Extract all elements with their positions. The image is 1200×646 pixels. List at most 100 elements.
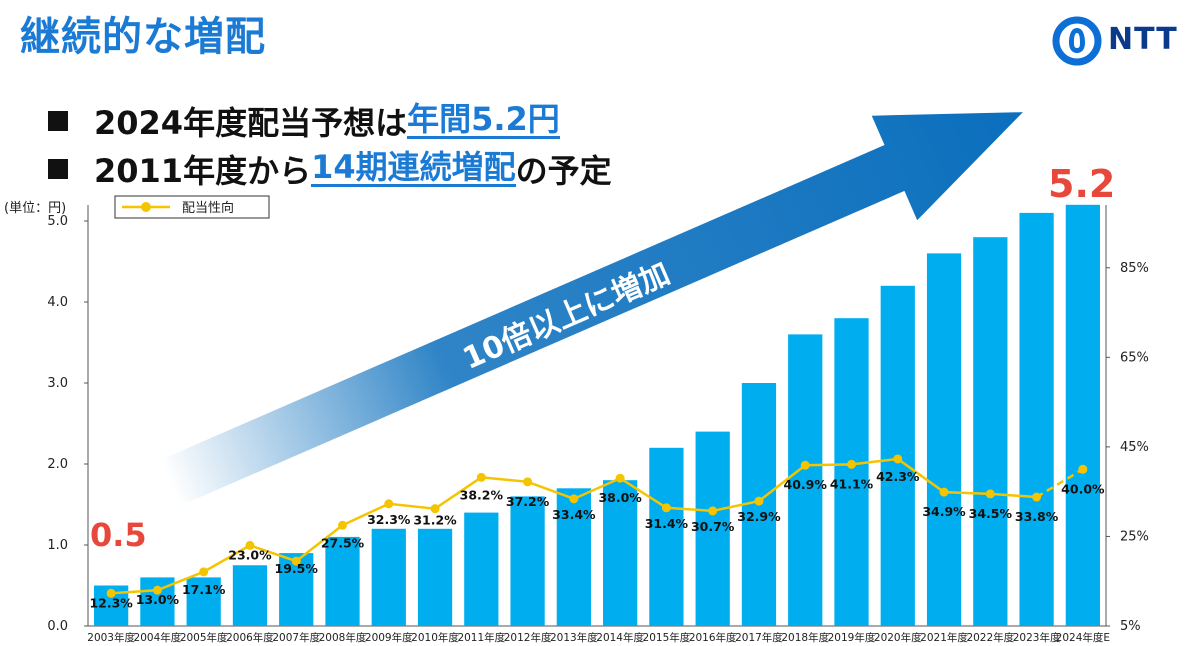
payout-ratio-label: 30.7% (691, 519, 735, 534)
legend-marker (141, 202, 151, 212)
x-tick-label: 2003年度 (87, 631, 135, 644)
x-tick-label: 2007年度 (272, 631, 320, 644)
payout-ratio-label: 42.3% (876, 469, 920, 484)
payout-ratio-point (106, 588, 116, 598)
bullet-prefix: 2011年度から (94, 152, 312, 190)
y-tick-label: 2.0 (47, 457, 68, 472)
payout-ratio-point (291, 556, 301, 566)
y-tick-label: 4.0 (47, 295, 68, 310)
dividend-bar (232, 565, 268, 626)
dividend-bar (834, 318, 869, 626)
dividend-bars (94, 204, 1100, 627)
payout-ratio-point (430, 504, 440, 514)
payout-ratio-point (754, 496, 764, 506)
y-tick-label: 1.0 (47, 538, 68, 553)
end-value-callout: 5.2 (1048, 162, 1115, 206)
payout-ratio-label: 33.8% (1015, 509, 1059, 524)
bullet-dividend-forecast: 2024年度配当予想は 年間5.2円 (48, 98, 560, 144)
dividend-bar (603, 480, 638, 626)
start-value-callout: 0.5 (90, 516, 147, 554)
y-tick-label: 0.0 (47, 619, 68, 634)
payout-ratio-label: 13.0% (136, 592, 180, 607)
payout-ratio-label: 33.4% (552, 507, 596, 522)
x-tick-label: 2011年度 (457, 631, 505, 644)
y-axis-unit-label: (単位：円) (4, 200, 66, 216)
bullet-highlight: 年間5.2円 (407, 99, 560, 140)
payout-ratio-labels: 12.3% 13.0%17.1% 23.0%19.5%27.5%32.3% 31.2%… (89, 469, 1105, 610)
x-tick-label: 2017年度 (735, 631, 783, 644)
payout-ratio-label: 12.3% (89, 595, 133, 610)
payout-ratio-label: 19.5% (275, 561, 319, 576)
payout-ratio-point (1078, 464, 1088, 474)
dividend-bar (788, 334, 823, 626)
x-tick-label: 2022年度 (966, 631, 1014, 644)
payout-ratio-label: 32.3% (367, 512, 411, 527)
payout-ratio-point (661, 503, 671, 513)
dividend-bar (464, 512, 499, 626)
bullet-prefix: 2024年度配当予想は (94, 104, 408, 142)
payout-ratio-point (800, 460, 810, 470)
x-tick-label: 2018年度 (781, 631, 829, 644)
left-axis-ticks: 0.0 1.0 2.0 3.0 4.0 5.0 (47, 214, 88, 634)
x-tick-label: 2014年度 (596, 631, 644, 644)
x-tick-label: 2005年度 (180, 631, 228, 644)
dividend-bar (510, 496, 545, 626)
y-tick-label: 3.0 (47, 376, 68, 391)
x-tick-label: 2006年度 (226, 631, 274, 644)
payout-ratio-label: 34.9% (922, 504, 966, 519)
ntt-logo-icon (1052, 16, 1102, 66)
ntt-logo: NTT (1052, 16, 1192, 68)
payout-ratio-point (152, 585, 162, 595)
x-tick-label: 2013年度 (550, 631, 598, 644)
payout-ratio-label: 41.1% (830, 476, 874, 491)
payout-ratio-label: 40.0% (1061, 481, 1105, 496)
legend: 配当性向 (114, 195, 270, 219)
payout-ratio-label: 27.5% (321, 535, 365, 550)
bullet-suffix: の予定 (515, 152, 612, 190)
dividend-bar (973, 237, 1008, 626)
dividend-bar (1065, 204, 1100, 627)
payout-ratio-point (384, 499, 394, 509)
payout-ratio-label: 38.0% (598, 490, 642, 505)
payout-ratio-label: 40.9% (784, 477, 828, 492)
x-tick-label: 2016年度 (689, 631, 737, 644)
payout-ratio-point (199, 567, 209, 577)
x-tick-label: 2010年度 (411, 631, 459, 644)
payout-ratio-point (476, 472, 486, 482)
payout-ratio-point (939, 487, 949, 497)
payout-ratio-label: 32.9% (737, 509, 781, 524)
x-tick-label: 2024年度E (1056, 631, 1110, 644)
payout-ratio-label: 23.0% (228, 547, 272, 562)
payout-ratio-point (338, 520, 347, 530)
legend-label: 配当性向 (182, 200, 234, 216)
dividend-bar (371, 528, 406, 626)
x-tick-label: 2012年度 (504, 631, 552, 644)
bullet-consecutive-increase: 2011年度から 14期連続増配 の予定 (48, 146, 612, 192)
ntt-logo-text: NTT (1108, 22, 1178, 57)
payout-ratio-point (523, 477, 533, 487)
payout-ratio-point (893, 454, 903, 464)
y2-tick-label: 25% (1120, 529, 1149, 544)
payout-ratio-point (847, 459, 856, 469)
payout-ratio-point (569, 494, 579, 504)
x-tick-label: 2008年度 (319, 631, 367, 644)
dividend-bar (926, 253, 962, 626)
x-tick-label: 2019年度 (828, 631, 876, 644)
x-tick-label: 2009年度 (365, 631, 413, 644)
y-tick-label: 5.0 (47, 214, 68, 229)
dividend-bar (1019, 212, 1054, 626)
payout-ratio-label: 37.2% (506, 494, 550, 509)
payout-ratio-point (615, 473, 625, 483)
payout-ratio-label: 34.5% (969, 506, 1013, 521)
page-title: 継続的な増配 (20, 14, 266, 60)
dividend-bar (695, 431, 730, 626)
y2-tick-label: 5% (1120, 619, 1141, 634)
payout-ratio-line (106, 454, 1088, 598)
payout-ratio-label: 31.2% (413, 513, 457, 528)
y2-tick-label: 65% (1120, 350, 1149, 365)
y2-tick-label: 45% (1120, 440, 1149, 455)
x-tick-label: 2020年度 (874, 631, 922, 644)
bullet-square-icon (48, 159, 68, 179)
x-tick-label: 2004年度 (134, 631, 182, 644)
